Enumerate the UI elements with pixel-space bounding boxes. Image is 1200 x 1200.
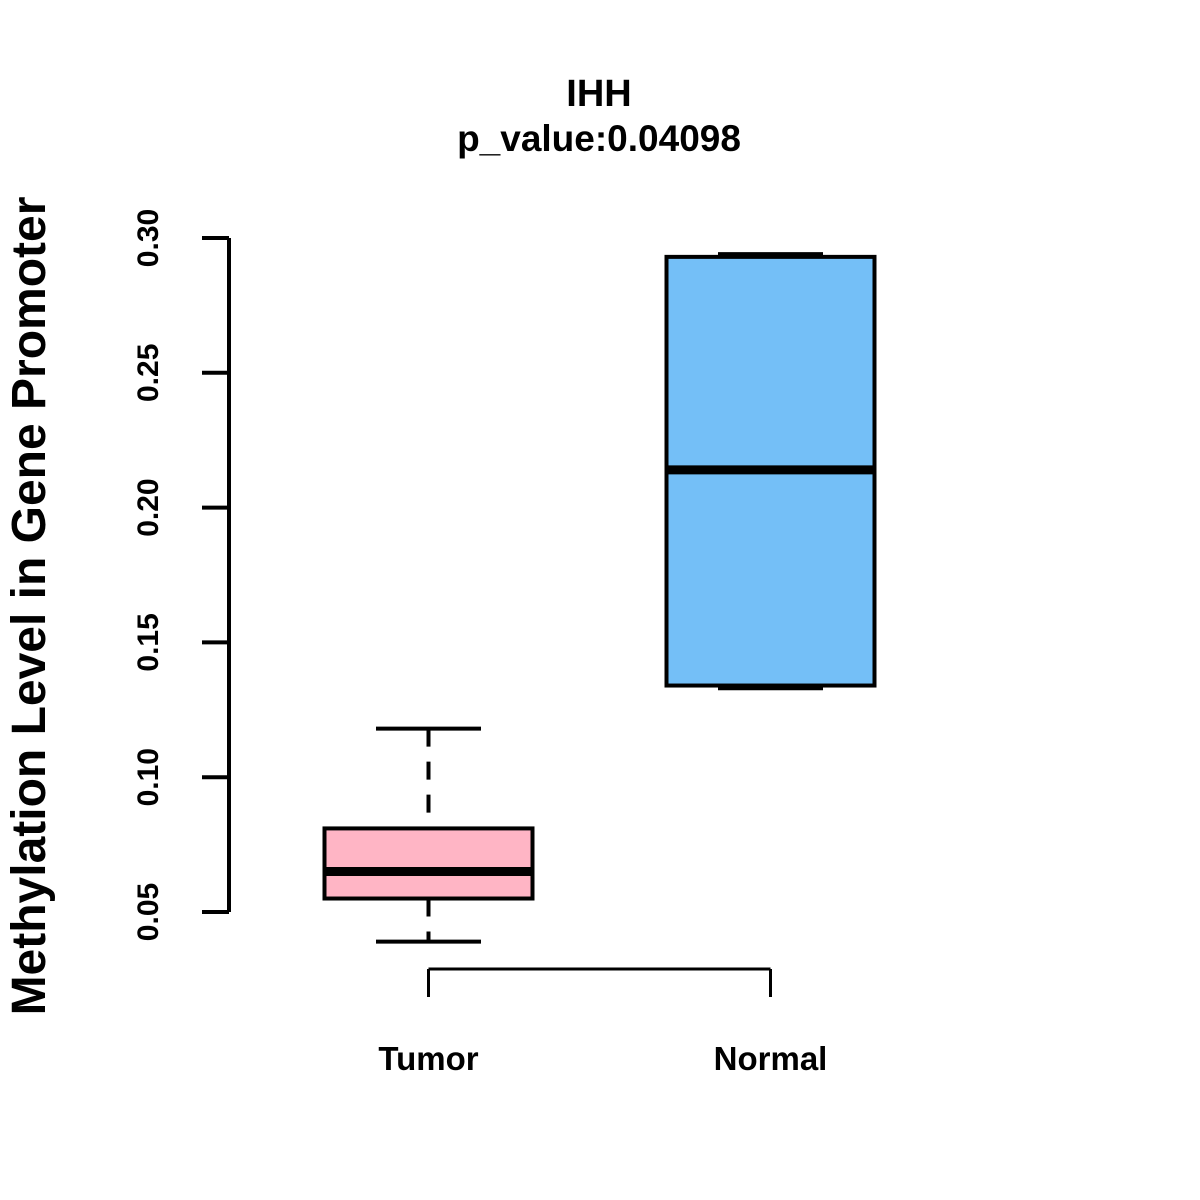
chart-title: IHH <box>566 73 631 115</box>
y-axis-tick-label: 0.20 <box>132 478 165 536</box>
chart-subtitle: p_value:0.04098 <box>457 118 741 159</box>
iqr-box-tumor <box>322 826 535 901</box>
y-axis-tick-label: 0.25 <box>132 344 165 402</box>
boxplot-group-normal <box>664 252 877 691</box>
x-axis-category-label: Normal <box>714 1040 828 1077</box>
x-axis-category-label: Tumor <box>378 1040 478 1077</box>
axes-layer: 0.05 0.10 0.15 0.20 0.25 0.30 Tumor Normal <box>132 209 827 1077</box>
boxplot-group-tumor <box>322 726 535 944</box>
y-axis-tick-label: 0.05 <box>132 883 165 941</box>
y-axis-tick-label: 0.10 <box>132 748 165 806</box>
y-axis-label: Methylation Level in Gene Promoter <box>3 197 56 1016</box>
y-axis-tick-label: 0.15 <box>132 613 165 671</box>
boxes-layer <box>322 252 877 944</box>
y-axis-tick-label: 0.30 <box>132 209 165 267</box>
